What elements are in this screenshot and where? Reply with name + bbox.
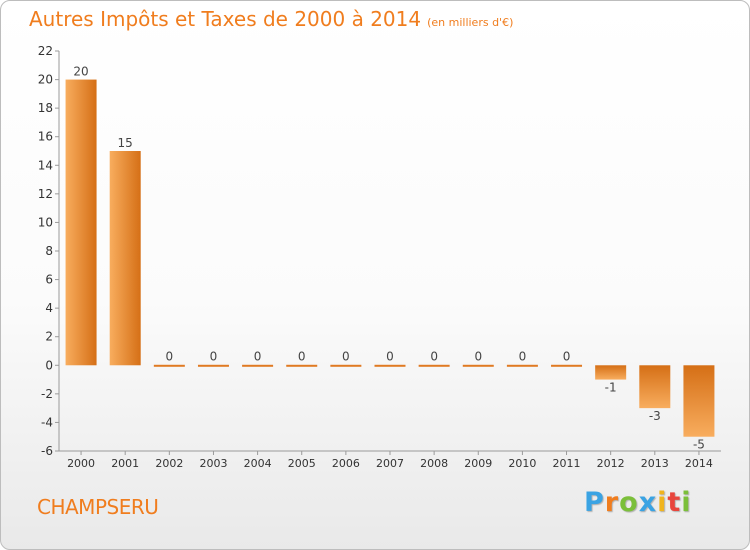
logo-letter: o bbox=[619, 487, 639, 518]
chart-title-text: Autres Impôts et Taxes de 2000 à 2014 bbox=[29, 7, 422, 31]
bar bbox=[506, 364, 538, 367]
y-tick-label: -4 bbox=[41, 415, 53, 429]
y-tick-label: 6 bbox=[45, 273, 53, 287]
logo-letter: P bbox=[584, 487, 605, 518]
x-tick-label: 2006 bbox=[332, 457, 360, 470]
logo-letter: i bbox=[657, 487, 668, 518]
data-label: 20 bbox=[73, 65, 88, 79]
y-tick-label: 18 bbox=[38, 101, 53, 115]
x-tick-label: 2003 bbox=[199, 457, 227, 470]
data-label: 0 bbox=[519, 349, 527, 363]
y-tick-label: -6 bbox=[41, 444, 53, 458]
x-tick-label: 2013 bbox=[641, 457, 669, 470]
data-label: 0 bbox=[166, 349, 174, 363]
bar bbox=[595, 365, 627, 380]
data-label: -3 bbox=[649, 409, 661, 423]
logo-letter: x bbox=[638, 487, 658, 518]
x-tick-label: 2009 bbox=[464, 457, 492, 470]
bar bbox=[462, 364, 494, 367]
data-label: -1 bbox=[605, 381, 617, 395]
y-tick-label: 2 bbox=[45, 330, 53, 344]
chart-data-labels: 20 15 0 0 0 0 0 0 0 0 0 0 -1 -3 -5 bbox=[73, 65, 704, 452]
data-label: 0 bbox=[298, 349, 306, 363]
x-tick-label: 2001 bbox=[111, 457, 139, 470]
bar bbox=[153, 364, 185, 367]
x-tick-label: 2007 bbox=[376, 457, 404, 470]
bar bbox=[374, 364, 406, 367]
x-tick-label: 2000 bbox=[67, 457, 95, 470]
data-label: 0 bbox=[430, 349, 438, 363]
data-label: 0 bbox=[386, 349, 394, 363]
data-label: 0 bbox=[474, 349, 482, 363]
logo-letter: r bbox=[604, 487, 620, 518]
x-tick-label: 2008 bbox=[420, 457, 448, 470]
y-tick-label: 22 bbox=[38, 44, 53, 58]
proxiti-logo: Proxiti bbox=[584, 487, 692, 518]
bar bbox=[418, 364, 450, 367]
y-tick-label: 14 bbox=[38, 158, 53, 172]
x-tick-label: 2014 bbox=[685, 457, 713, 470]
commune-name: CHAMPSERU bbox=[37, 495, 159, 519]
bar bbox=[551, 364, 583, 367]
x-tick-label: 2002 bbox=[155, 457, 183, 470]
bar bbox=[286, 364, 318, 367]
y-tick-label: 20 bbox=[38, 73, 53, 87]
bar bbox=[683, 365, 715, 437]
y-tick-label: 0 bbox=[45, 358, 53, 372]
x-tick-label: 2011 bbox=[553, 457, 581, 470]
data-label: 0 bbox=[563, 349, 571, 363]
data-label: 0 bbox=[254, 349, 262, 363]
logo-letter: i bbox=[681, 487, 692, 518]
x-tick-label: 2010 bbox=[508, 457, 536, 470]
bar bbox=[330, 364, 362, 367]
bar bbox=[65, 79, 97, 366]
bar bbox=[242, 364, 274, 367]
y-tick-label: 10 bbox=[38, 215, 53, 229]
y-tick-label: 16 bbox=[38, 130, 53, 144]
bar bbox=[197, 364, 229, 367]
logo-letter: t bbox=[667, 487, 682, 518]
chart-title: Autres Impôts et Taxes de 2000 à 2014 (en… bbox=[29, 7, 513, 31]
y-tick-label: 8 bbox=[45, 244, 53, 258]
bar bbox=[109, 151, 141, 366]
x-tick-label: 2004 bbox=[244, 457, 272, 470]
x-tick-label: 2012 bbox=[597, 457, 625, 470]
bar bbox=[639, 365, 671, 409]
x-tick-label: 2005 bbox=[288, 457, 316, 470]
data-label: 0 bbox=[210, 349, 218, 363]
y-tick-label: 4 bbox=[45, 301, 53, 315]
data-label: -5 bbox=[693, 438, 705, 452]
data-label: 0 bbox=[342, 349, 350, 363]
chart-bars bbox=[65, 79, 715, 437]
y-tick-label: -2 bbox=[41, 387, 53, 401]
y-tick-label: 12 bbox=[38, 187, 53, 201]
data-label: 15 bbox=[118, 136, 133, 150]
chart-unit: (en milliers d'€) bbox=[427, 16, 514, 29]
